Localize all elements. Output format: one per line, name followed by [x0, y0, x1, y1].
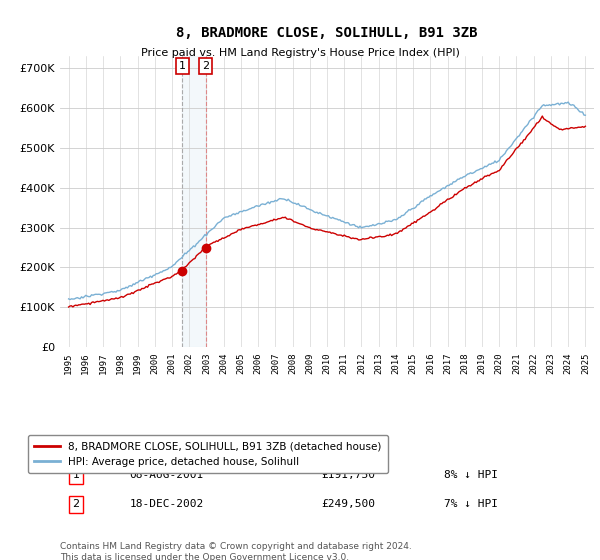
Legend: 8, BRADMORE CLOSE, SOLIHULL, B91 3ZB (detached house), HPI: Average price, detac: 8, BRADMORE CLOSE, SOLIHULL, B91 3ZB (de… — [28, 436, 388, 473]
Text: 2: 2 — [73, 500, 80, 510]
Bar — [182, 56, 206, 347]
Text: Contains HM Land Registry data © Crown copyright and database right 2024.
This d: Contains HM Land Registry data © Crown c… — [60, 542, 412, 560]
Text: £191,750: £191,750 — [322, 470, 376, 480]
Text: 7% ↓ HPI: 7% ↓ HPI — [445, 500, 499, 510]
Text: 1: 1 — [179, 61, 186, 71]
Text: 8% ↓ HPI: 8% ↓ HPI — [445, 470, 499, 480]
Text: 1: 1 — [73, 470, 80, 480]
Title: 8, BRADMORE CLOSE, SOLIHULL, B91 3ZB: 8, BRADMORE CLOSE, SOLIHULL, B91 3ZB — [176, 26, 478, 40]
Text: 18-DEC-2002: 18-DEC-2002 — [130, 500, 203, 510]
Text: £249,500: £249,500 — [322, 500, 376, 510]
Text: Price paid vs. HM Land Registry's House Price Index (HPI): Price paid vs. HM Land Registry's House … — [140, 48, 460, 58]
Text: 08-AUG-2001: 08-AUG-2001 — [130, 470, 203, 480]
Text: 2: 2 — [202, 61, 209, 71]
